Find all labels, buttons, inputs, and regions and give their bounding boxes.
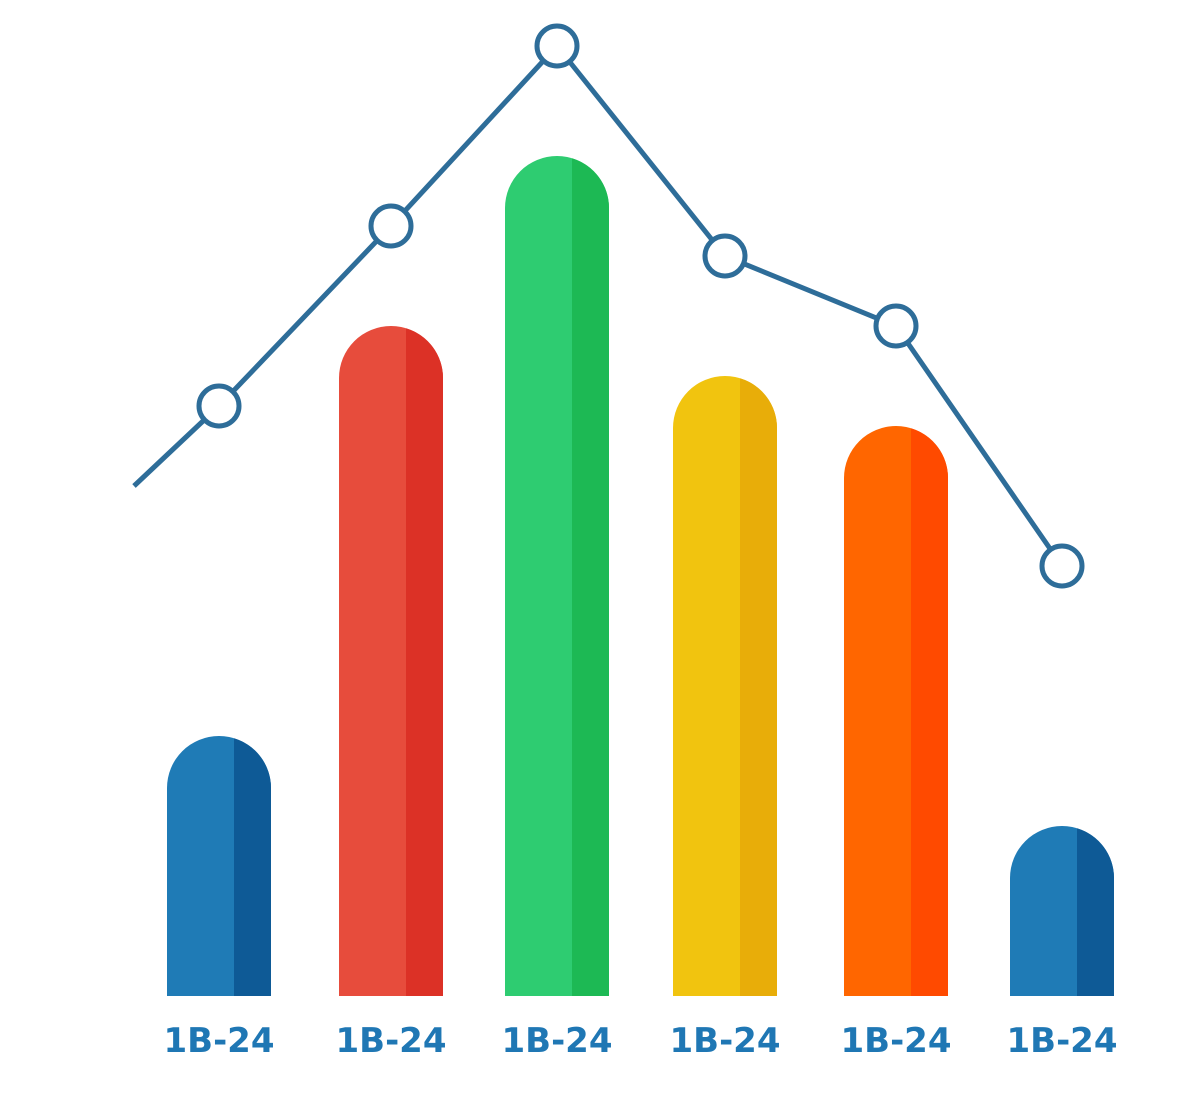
bar-shade [406,328,443,996]
bar-5 [844,426,948,996]
bar-3 [505,156,609,996]
bar-1 [167,736,271,996]
category-label-1: 1B-24 [164,1021,275,1061]
category-label-5: 1B-24 [841,1021,952,1061]
category-label-3: 1B-24 [502,1021,613,1061]
line-point-6 [1039,543,1085,589]
line-point-1 [196,383,242,429]
line-point-2 [368,203,414,249]
labels-layer: 1B-24 1B-24 1B-24 1B-24 1B-24 1B-24 [164,1021,1118,1061]
line-point-4 [702,233,748,279]
bar-shade [740,378,777,996]
line-point-3 [534,23,580,69]
bar-shade [234,738,271,996]
bar-4 [673,376,777,996]
bar-shade [1077,828,1114,996]
line-layer [132,23,1085,589]
category-label-6: 1B-24 [1007,1021,1118,1061]
bar-2 [339,326,443,996]
bar-6 [1010,826,1114,996]
bar-shade [572,158,609,996]
category-label-2: 1B-24 [336,1021,447,1061]
bar-shade [911,428,948,996]
bars-layer [167,156,1114,996]
category-label-4: 1B-24 [670,1021,781,1061]
line-point-5 [873,303,919,349]
